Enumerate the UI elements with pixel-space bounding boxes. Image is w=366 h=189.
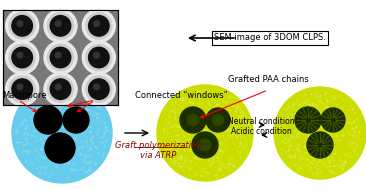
Circle shape — [17, 21, 23, 26]
Circle shape — [213, 115, 223, 125]
Circle shape — [34, 106, 62, 134]
Circle shape — [55, 52, 61, 58]
Circle shape — [180, 107, 206, 133]
Circle shape — [295, 107, 321, 133]
Circle shape — [9, 76, 35, 102]
Circle shape — [82, 73, 115, 106]
Circle shape — [86, 44, 112, 71]
Circle shape — [82, 9, 115, 42]
Circle shape — [47, 44, 74, 71]
Circle shape — [5, 41, 39, 74]
Circle shape — [55, 84, 61, 90]
Circle shape — [63, 107, 89, 133]
Circle shape — [89, 15, 109, 36]
Circle shape — [187, 114, 199, 126]
Circle shape — [157, 85, 253, 181]
Circle shape — [94, 84, 100, 90]
Circle shape — [9, 44, 35, 71]
Circle shape — [12, 83, 112, 183]
Circle shape — [5, 73, 39, 106]
Circle shape — [89, 47, 109, 68]
Circle shape — [50, 79, 71, 99]
Circle shape — [44, 73, 77, 106]
Circle shape — [307, 132, 333, 158]
Circle shape — [86, 76, 112, 102]
Circle shape — [17, 52, 23, 58]
Circle shape — [199, 139, 211, 151]
Circle shape — [17, 84, 23, 90]
Text: Macropore: Macropore — [2, 91, 46, 99]
Circle shape — [47, 76, 74, 102]
Circle shape — [94, 52, 100, 58]
Circle shape — [94, 21, 100, 26]
Circle shape — [12, 15, 33, 36]
Circle shape — [45, 133, 75, 163]
Bar — [3, 10, 118, 105]
Text: Graft polymerization: Graft polymerization — [115, 140, 201, 149]
Circle shape — [55, 21, 61, 26]
Text: SEM image of 3DOM CLPS.: SEM image of 3DOM CLPS. — [214, 33, 326, 43]
Circle shape — [206, 108, 230, 132]
Circle shape — [44, 9, 77, 42]
Circle shape — [12, 47, 33, 68]
Circle shape — [89, 79, 109, 99]
Circle shape — [44, 41, 77, 74]
Circle shape — [86, 13, 112, 39]
Circle shape — [50, 47, 71, 68]
Text: Acidic condition: Acidic condition — [231, 128, 291, 136]
Text: Neutral condition: Neutral condition — [228, 118, 294, 126]
Circle shape — [50, 15, 71, 36]
Circle shape — [192, 132, 218, 158]
Circle shape — [12, 79, 33, 99]
Circle shape — [47, 13, 74, 39]
Text: via ATRP: via ATRP — [140, 152, 176, 160]
Circle shape — [82, 41, 115, 74]
Circle shape — [9, 13, 35, 39]
Text: Connected “windows”: Connected “windows” — [135, 91, 228, 99]
Circle shape — [274, 87, 366, 179]
Circle shape — [321, 108, 345, 132]
Bar — [3, 10, 118, 105]
Text: Grafted PAA chains: Grafted PAA chains — [228, 75, 309, 84]
Circle shape — [5, 9, 39, 42]
